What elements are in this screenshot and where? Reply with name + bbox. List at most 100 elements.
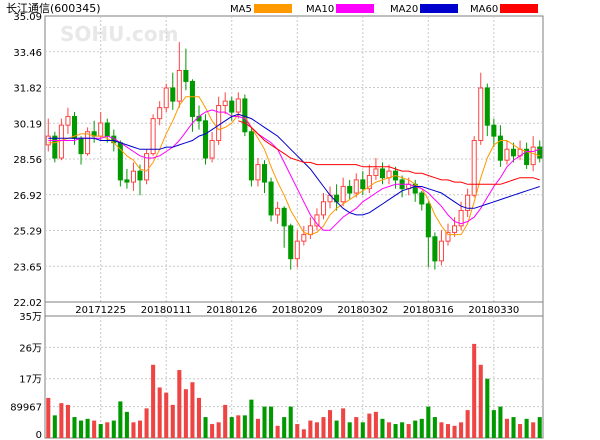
price-tick-label: 26.92 <box>13 191 42 202</box>
candle <box>91 120 97 143</box>
volume-bar <box>72 417 77 438</box>
volume-bar <box>498 406 503 438</box>
candle <box>157 101 163 126</box>
candle <box>484 83 490 137</box>
volume-bar <box>419 418 424 438</box>
candle <box>425 201 431 268</box>
candle-body <box>478 87 484 142</box>
volume-bar <box>269 406 274 438</box>
volume-bar <box>432 417 437 438</box>
candle <box>320 193 327 220</box>
volume-bar <box>118 401 123 438</box>
date-tick-label: 20180316 <box>403 305 454 316</box>
volume-bar <box>426 406 431 438</box>
legend-swatch <box>254 4 292 13</box>
volume-bar <box>504 418 509 438</box>
volume-bar <box>334 420 339 438</box>
candle <box>497 125 503 167</box>
candle-body <box>229 100 235 113</box>
candle-body <box>104 122 110 137</box>
volume-bar <box>242 415 247 438</box>
candle <box>203 114 209 165</box>
volume-bar <box>524 418 529 438</box>
candle-body <box>203 120 209 159</box>
volume-bar <box>177 370 182 438</box>
candle <box>124 168 130 189</box>
candle <box>471 136 477 198</box>
volume-bar <box>465 410 470 438</box>
volume-bar <box>190 382 195 438</box>
price-tick-label: 25.29 <box>13 227 42 238</box>
candle-body <box>52 135 58 159</box>
price-y-axis: 35.09 33.46 31.82 30.19 28.56 26.92 25.29 23.65… <box>13 12 42 309</box>
volume-tick-label: 17万 <box>19 375 42 386</box>
volume-bar <box>491 410 496 438</box>
legend-label: MA20 <box>390 4 418 15</box>
volume-bar <box>262 406 267 438</box>
volume-bar <box>393 424 398 438</box>
candle <box>504 140 510 165</box>
candle-body <box>445 231 451 242</box>
candle-body <box>78 137 84 155</box>
volume-bar <box>413 420 418 438</box>
candle <box>248 127 254 187</box>
candle-body <box>438 240 444 262</box>
candle-body <box>373 168 379 177</box>
candle <box>209 131 215 163</box>
price-tick-label: 23.65 <box>13 262 42 273</box>
volume-bar <box>59 403 64 438</box>
candle-body <box>130 170 136 183</box>
candle <box>130 162 136 191</box>
candle-body <box>452 225 458 233</box>
candle <box>537 140 543 163</box>
candle <box>216 96 222 145</box>
candle-body <box>465 194 471 212</box>
volume-bar <box>255 418 260 438</box>
date-tick-label: 20180302 <box>337 305 388 316</box>
candle-body <box>432 236 438 262</box>
ma-line-ma10 <box>48 109 540 231</box>
watermark: SOHU.com <box>60 22 178 46</box>
candle-body <box>537 146 543 159</box>
candle-body <box>288 225 294 260</box>
volume-bar <box>52 415 57 438</box>
volume-bar <box>164 392 169 438</box>
volume-bar <box>216 422 221 438</box>
volume-bar <box>236 415 241 438</box>
ma-line-ma60 <box>238 120 540 185</box>
date-tick-label: 20180330 <box>468 305 519 316</box>
volume-bar <box>229 417 234 438</box>
candle <box>307 217 313 239</box>
candle-body <box>524 148 530 166</box>
volume-bar <box>472 343 477 438</box>
candle-body <box>530 146 536 166</box>
volume-bar <box>79 420 84 438</box>
volume-bar <box>452 425 457 438</box>
candle-body <box>484 87 490 126</box>
candle-body <box>261 164 268 183</box>
volume-bar <box>196 397 202 438</box>
volume-bar <box>406 424 411 438</box>
candle-body <box>163 87 169 109</box>
candle <box>170 72 176 110</box>
volume-bar <box>157 387 162 438</box>
legend-label: MA5 <box>230 4 252 15</box>
volume-bar <box>400 422 405 438</box>
candle <box>176 42 182 108</box>
volume-bar <box>511 417 516 438</box>
volume-bar <box>223 404 228 438</box>
candle <box>419 190 425 211</box>
candle-body <box>425 203 431 238</box>
candle-body <box>497 135 503 161</box>
candle-body <box>150 118 156 155</box>
legend: MA5 MA10 MA20 MA60 <box>230 4 538 15</box>
date-axis: 20171225 20180111 20180126 20180209 20180302… <box>44 301 544 317</box>
volume-bar <box>354 417 359 438</box>
candle <box>373 158 379 180</box>
candle-body <box>491 124 497 137</box>
candle-body <box>419 192 425 205</box>
volume-bar <box>249 399 254 438</box>
volume-bar <box>341 408 346 438</box>
legend-item-ma5: MA5 <box>230 4 292 15</box>
